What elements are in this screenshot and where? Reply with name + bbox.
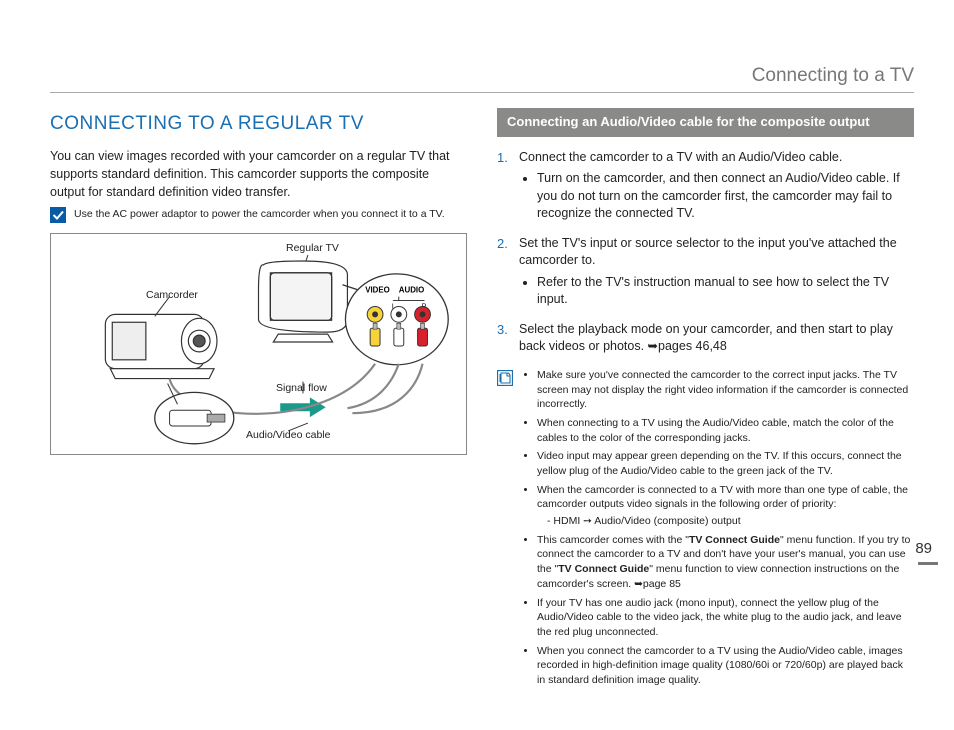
note-item: When the camcorder is connected to a TV …	[537, 483, 914, 529]
step-text: Connect the camcorder to a TV with an Au…	[519, 150, 842, 164]
manual-page: Connecting to a TV CONNECTING TO A REGUL…	[0, 0, 954, 730]
signal-flow-label: Signal flow	[276, 382, 327, 394]
step-item: Connect the camcorder to a TV with an Au…	[497, 149, 914, 223]
step-item: Select the playback mode on your camcord…	[497, 321, 914, 356]
left-column: CONNECTING TO A REGULAR TV You can view …	[50, 108, 467, 692]
step-subitem: Refer to the TV's instruction manual to …	[537, 274, 914, 309]
step-text: Set the TV's input or source selector to…	[519, 236, 897, 268]
camcorder-label: Camcorder	[146, 289, 198, 301]
check-icon	[50, 207, 66, 223]
note-item: Video input may appear green depending o…	[537, 449, 914, 478]
subsection-bar: Connecting an Audio/Video cable for the …	[497, 108, 914, 137]
step-subitem: Turn on the camcorder, and then connect …	[537, 170, 914, 223]
step-sublist: Turn on the camcorder, and then connect …	[519, 170, 914, 223]
steps-list: Connect the camcorder to a TV with an Au…	[497, 149, 914, 356]
note-icon	[497, 370, 513, 386]
tip-row: Use the AC power adaptor to power the ca…	[50, 207, 467, 223]
svg-text:VIDEO: VIDEO	[365, 286, 390, 295]
note-item: When you connect the camcorder to a TV u…	[537, 644, 914, 688]
content-columns: CONNECTING TO A REGULAR TV You can view …	[50, 108, 914, 692]
page-number: 89	[915, 540, 932, 557]
tip-text: Use the AC power adaptor to power the ca…	[74, 207, 467, 222]
tv-label: Regular TV	[286, 242, 339, 254]
header-rule	[50, 92, 914, 93]
note-item: Make sure you've connected the camcorder…	[537, 368, 914, 412]
svg-text:AUDIO: AUDIO	[399, 286, 424, 295]
notes-block: Make sure you've connected the camcorder…	[497, 368, 914, 692]
step-sublist: Refer to the TV's instruction manual to …	[519, 274, 914, 309]
diagram-svg: VIDEO AUDIO L R	[51, 234, 466, 454]
step-text: Select the playback mode on your camcord…	[519, 322, 893, 354]
cable-label: Audio/Video cable	[246, 429, 330, 441]
main-heading: CONNECTING TO A REGULAR TV	[50, 113, 467, 135]
priority-line: - HDMI ➙ Audio/Video (composite) output	[537, 514, 914, 529]
connection-diagram: Regular TV Camcorder Signal flow Audio/V…	[50, 233, 467, 455]
section-header: Connecting to a TV	[752, 65, 914, 87]
note-item: When connecting to a TV using the Audio/…	[537, 416, 914, 445]
intro-text: You can view images recorded with your c…	[50, 147, 467, 201]
notes-list: Make sure you've connected the camcorder…	[523, 368, 914, 692]
note-text: When the camcorder is connected to a TV …	[537, 484, 908, 511]
right-column: Connecting an Audio/Video cable for the …	[497, 108, 914, 692]
note-item: This camcorder comes with the "TV Connec…	[537, 533, 914, 592]
page-mark	[918, 562, 938, 565]
step-item: Set the TV's input or source selector to…	[497, 235, 914, 309]
note-item: If your TV has one audio jack (mono inpu…	[537, 596, 914, 640]
